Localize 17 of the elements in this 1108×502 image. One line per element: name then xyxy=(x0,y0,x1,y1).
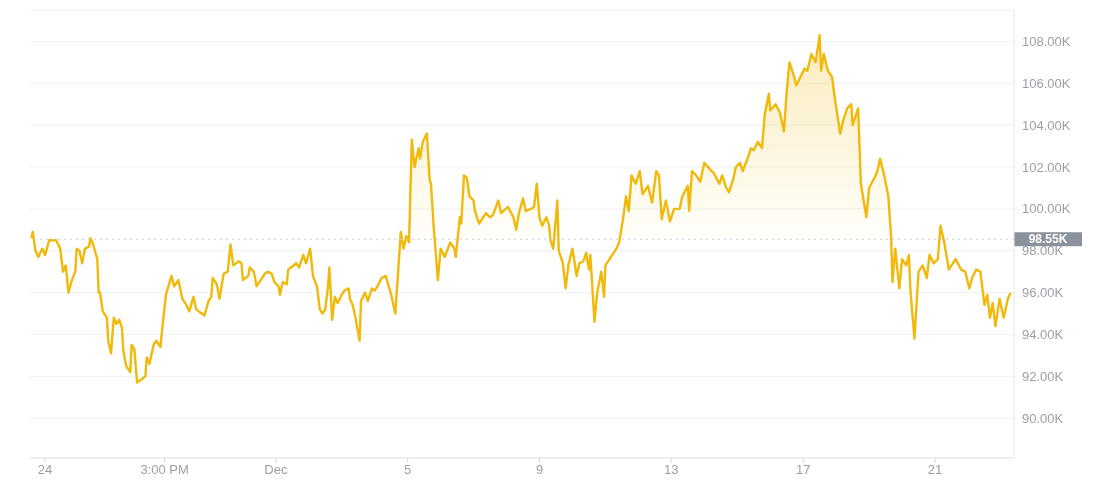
y-tick-label: 96.00K xyxy=(1022,285,1064,301)
x-tick-label: 13 xyxy=(664,462,679,478)
x-tick-label: 17 xyxy=(795,462,811,478)
x-tick-label: 3:00 PM xyxy=(140,462,189,478)
x-tick-label: Dec xyxy=(264,462,288,478)
y-tick-label: 108.00K xyxy=(1022,34,1071,50)
x-tick-label: 5 xyxy=(404,462,412,478)
x-tick-label: 24 xyxy=(37,462,53,478)
x-tick-label: 21 xyxy=(927,462,943,478)
y-tick-label: 102.00K xyxy=(1022,159,1071,175)
y-tick-label: 106.00K xyxy=(1022,75,1071,91)
y-tick-label: 90.00K xyxy=(1022,410,1064,426)
y-tick-label: 94.00K xyxy=(1022,327,1064,343)
y-tick-label: 92.00K xyxy=(1022,368,1064,384)
x-tick-label: 9 xyxy=(535,462,544,478)
y-tick-label: 100.00K xyxy=(1022,201,1071,217)
y-tick-label: 104.00K xyxy=(1022,117,1071,133)
